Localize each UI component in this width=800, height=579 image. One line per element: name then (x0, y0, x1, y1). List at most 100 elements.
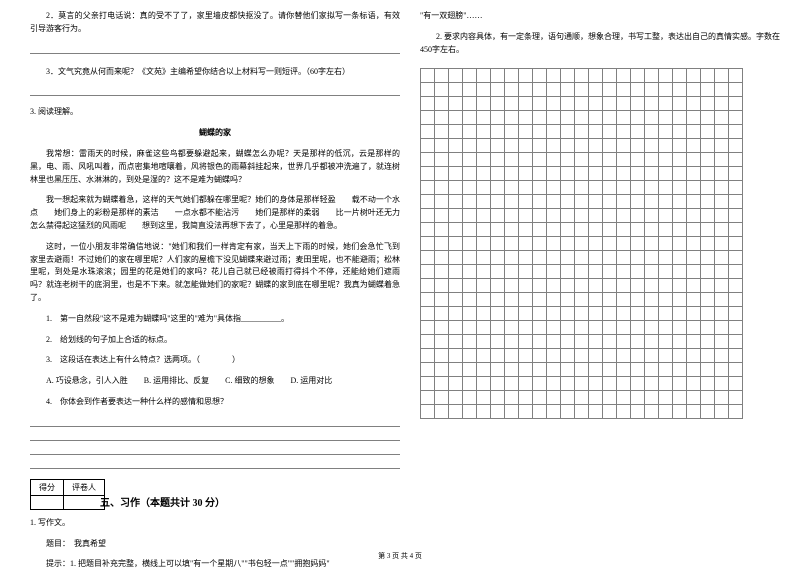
grid-cell (686, 180, 701, 195)
grid-cell (462, 208, 477, 223)
grid-cell (476, 334, 491, 349)
grid-cell (616, 278, 631, 293)
grid-cell (532, 292, 547, 307)
grid-cell (616, 306, 631, 321)
grid-cell (630, 208, 645, 223)
grid-cell (714, 68, 729, 83)
grid-cell (602, 348, 617, 363)
grid-cell (504, 404, 519, 419)
grid-row (420, 376, 780, 390)
grid-cell (504, 222, 519, 237)
grid-cell (588, 334, 603, 349)
grid-cell (672, 376, 687, 391)
grid-cell (448, 180, 463, 195)
grid-cell (448, 166, 463, 181)
grid-cell (448, 236, 463, 251)
grid-cell (630, 320, 645, 335)
grid-cell (616, 292, 631, 307)
grid-cell (518, 348, 533, 363)
grid-cell (574, 264, 589, 279)
grid-cell (546, 278, 561, 293)
grid-cell (504, 138, 519, 153)
grid-cell (588, 320, 603, 335)
grid-cell (616, 250, 631, 265)
grid-cell (644, 222, 659, 237)
grid-cell (728, 376, 743, 391)
grid-cell (602, 152, 617, 167)
grid-cell (420, 236, 435, 251)
grid-cell (462, 264, 477, 279)
grid-cell (574, 390, 589, 405)
grid-cell (602, 194, 617, 209)
grid-cell (672, 152, 687, 167)
grid-cell (644, 292, 659, 307)
grid-cell (658, 166, 673, 181)
grid-cell (448, 138, 463, 153)
grid-cell (490, 250, 505, 265)
grid-cell (658, 68, 673, 83)
grid-cell (616, 222, 631, 237)
grid-cell (602, 264, 617, 279)
grid-cell (476, 68, 491, 83)
grid-cell (434, 68, 449, 83)
grid-cell (728, 292, 743, 307)
grid-cell (462, 306, 477, 321)
grid-cell (658, 82, 673, 97)
grid-cell (644, 236, 659, 251)
grid-cell (588, 96, 603, 111)
grid-cell (504, 96, 519, 111)
grid-cell (616, 334, 631, 349)
grid-cell (462, 250, 477, 265)
grid-cell (546, 96, 561, 111)
grid-cell (490, 264, 505, 279)
grid-cell (462, 124, 477, 139)
grid-row (420, 166, 780, 180)
grid-cell (434, 334, 449, 349)
grid-cell (448, 110, 463, 125)
grid-cell (588, 208, 603, 223)
grid-cell (616, 68, 631, 83)
hint-continue: "有一双翅膀"…… (420, 10, 780, 23)
grid-cell (672, 236, 687, 251)
grid-cell (588, 250, 603, 265)
grid-cell (420, 208, 435, 223)
grid-cell (560, 348, 575, 363)
grid-cell (602, 278, 617, 293)
grid-row (420, 292, 780, 306)
grid-cell (616, 362, 631, 377)
grid-cell (546, 250, 561, 265)
grid-cell (728, 222, 743, 237)
grid-cell (714, 264, 729, 279)
grid-cell (602, 110, 617, 125)
answer-line (30, 86, 400, 96)
grid-cell (518, 334, 533, 349)
grid-cell (434, 306, 449, 321)
grid-cell (532, 124, 547, 139)
grid-cell (574, 320, 589, 335)
grid-cell (462, 194, 477, 209)
reading-q3-options: A. 巧设悬念，引人入胜 B. 运用排比、反复 C. 细致的想象 D. 运用对比 (30, 375, 400, 388)
grid-cell (728, 278, 743, 293)
grid-cell (476, 348, 491, 363)
grid-cell (714, 96, 729, 111)
grid-cell (476, 138, 491, 153)
reading-q1: 1. 第一自然段"这不是难为蝴蝶吗"这里的"难为"具体指__________。 (30, 313, 400, 326)
grid-cell (658, 96, 673, 111)
grid-cell (630, 222, 645, 237)
grid-cell (686, 82, 701, 97)
grid-cell (700, 180, 715, 195)
grid-cell (686, 96, 701, 111)
grid-cell (658, 306, 673, 321)
grid-cell (700, 96, 715, 111)
grid-cell (672, 180, 687, 195)
grid-cell (504, 68, 519, 83)
grid-cell (700, 124, 715, 139)
grid-cell (476, 82, 491, 97)
grid-cell (476, 236, 491, 251)
grid-row (420, 222, 780, 236)
grid-cell (602, 96, 617, 111)
grid-cell (616, 152, 631, 167)
grid-cell (560, 236, 575, 251)
grid-cell (616, 180, 631, 195)
grid-row (420, 348, 780, 362)
